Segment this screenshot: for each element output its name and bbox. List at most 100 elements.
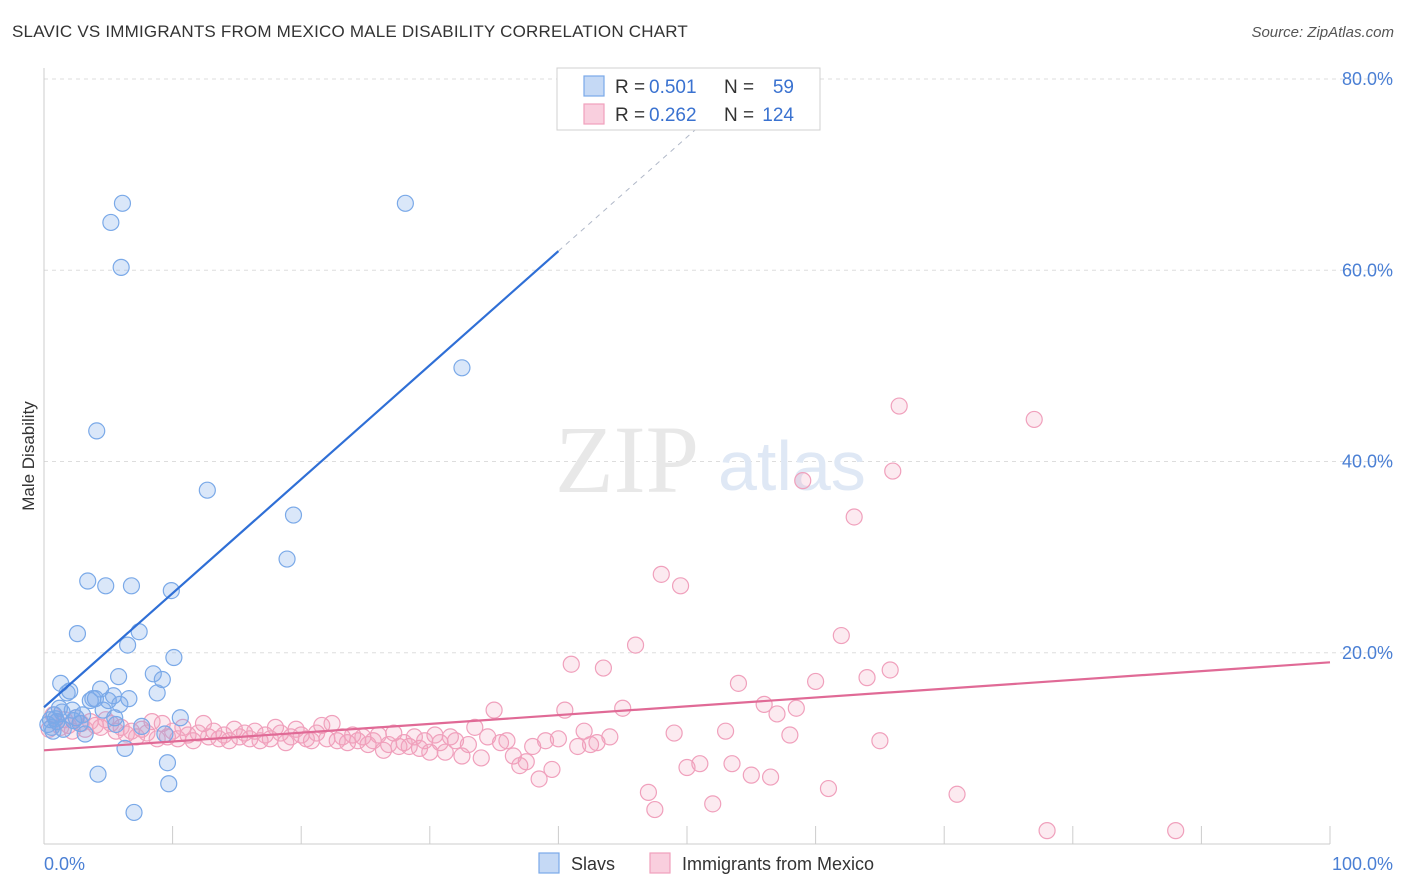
legend-n-label-slavs: N = [724,77,754,98]
point-slavs [144,665,162,683]
point-slavs [89,765,107,783]
point-slavs [278,550,296,568]
point-mexico [562,655,580,673]
point-mexico [742,766,760,784]
point-mexico [466,718,484,736]
point-slavs [125,803,143,822]
point-mexico [787,699,805,717]
bottom-legend-label-mexico: Immigrants from Mexico [682,854,874,874]
point-mexico [723,755,741,773]
point-mexico [639,783,658,801]
point-mexico [652,565,670,583]
point-slavs [122,577,141,595]
point-mexico [498,732,516,750]
legend-box: R = 0.501 N = 59 R = 0.262 N = 124 [556,67,821,131]
point-slavs [109,668,128,686]
point-slavs [73,706,92,724]
bottom-legend: Slavs Immigrants from Mexico [538,852,874,874]
point-mexico [678,758,696,777]
point-mexico [704,795,722,813]
point-slavs [102,213,120,232]
point-slavs [284,506,303,524]
point-slavs [118,636,137,654]
point-slavs [158,754,177,772]
point-mexico [671,577,690,595]
point-mexico [569,737,587,756]
point-mexico [1167,822,1185,840]
point-slavs [107,715,125,734]
point-mexico [594,659,613,677]
point-slavs [162,581,180,600]
point-slavs [453,359,471,377]
point-mexico [472,749,490,767]
point-slavs [171,709,189,727]
point-mexico [581,735,600,754]
point-mexico [781,726,799,744]
watermark-zip: ZIP [555,406,699,513]
point-mexico [459,735,477,754]
point-mexico [729,674,748,692]
bottom-legend-swatch-mexico [649,852,671,874]
legend-r-value-mexico: 0.262 [649,105,697,126]
y-tick-label: 40.0% [1342,452,1393,472]
legend-r-value-slavs: 0.501 [649,77,697,98]
legend-r-label-mexico: R = [615,105,645,126]
point-mexico [665,724,683,742]
point-slavs [112,258,130,276]
trend-line-slavs [43,250,560,709]
point-mexico [626,636,645,654]
y-tick-label: 60.0% [1342,260,1393,280]
legend-n-value-slavs: 59 [773,77,794,98]
point-mexico [819,779,838,798]
point-mexico [536,732,555,750]
point-slavs [52,674,70,692]
point-slavs [64,712,83,730]
point-mexico [436,743,454,761]
point-mexico [691,755,709,773]
point-mexico [948,785,966,803]
point-mexico [1038,822,1056,840]
point-mexico [143,712,161,731]
point-mexico [485,701,503,719]
source-credit: Source: ZipAtlas.com [1251,24,1394,41]
point-slavs [165,648,183,667]
bottom-legend-label-slavs: Slavs [571,854,615,874]
point-mexico [884,462,902,480]
legend-swatch-slavs [583,75,605,97]
bottom-legend-swatch-slavs [538,852,560,874]
point-mexico [614,699,632,717]
y-tick-label: 80.0% [1342,69,1393,89]
point-mexico [881,661,899,679]
series-mexico-points [40,397,1185,840]
legend-n-value-mexico: 124 [762,105,794,126]
point-slavs [113,194,132,212]
point-mexico [517,753,535,771]
series-slavs-points [39,194,471,822]
point-mexico [832,626,850,645]
point-mexico [601,728,619,746]
point-slavs [153,670,171,689]
point-mexico [806,672,825,691]
legend-swatch-mexico [583,103,605,125]
point-mexico [794,472,812,490]
watermark-atlas: atlas [718,427,866,505]
point-slavs [79,572,97,590]
x-tick-label-max: 100.0% [1332,854,1393,874]
point-mexico [845,508,863,526]
y-tick-label: 20.0% [1342,643,1393,663]
point-slavs [111,695,129,713]
point-slavs [44,722,62,740]
point-mexico [890,397,908,415]
point-slavs [86,690,105,708]
point-slavs [97,577,115,595]
point-mexico [491,734,510,752]
legend-n-label-mexico: N = [724,105,754,126]
point-mexico [530,770,548,788]
point-slavs [116,739,134,757]
gridlines [44,78,1392,654]
point-slavs [198,481,216,499]
point-slavs [156,725,174,743]
point-mexico [768,705,786,723]
point-slavs [76,725,94,743]
